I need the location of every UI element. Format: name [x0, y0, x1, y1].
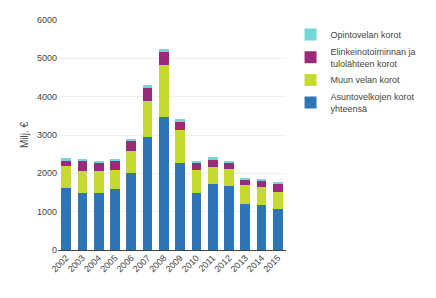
svg-text:2014: 2014 — [245, 253, 266, 274]
svg-text:2004: 2004 — [82, 253, 103, 274]
svg-text:2011: 2011 — [197, 253, 218, 274]
svg-text:6000: 6000 — [37, 15, 57, 25]
svg-text:2009: 2009 — [164, 253, 185, 274]
svg-text:2012: 2012 — [212, 253, 233, 274]
svg-text:4000: 4000 — [37, 92, 57, 102]
svg-text:2010: 2010 — [180, 253, 201, 274]
svg-text:2007: 2007 — [131, 253, 152, 274]
svg-text:2000: 2000 — [37, 168, 57, 178]
svg-text:Muun velan korot: Muun velan korot — [331, 75, 401, 85]
svg-text:2006: 2006 — [115, 253, 136, 274]
svg-text:2003: 2003 — [66, 253, 87, 274]
svg-text:3000: 3000 — [37, 130, 57, 140]
svg-text:1000: 1000 — [37, 207, 57, 217]
svg-text:2015: 2015 — [261, 253, 282, 274]
svg-text:0: 0 — [52, 245, 57, 255]
svg-text:2005: 2005 — [98, 253, 119, 274]
svg-text:Opintovelan korot: Opintovelan korot — [331, 30, 402, 40]
svg-text:5000: 5000 — [37, 53, 57, 63]
svg-text:2008: 2008 — [147, 253, 168, 274]
svg-text:2013: 2013 — [229, 253, 250, 274]
svg-text:Asuntovelkojen korotyhteensä: Asuntovelkojen korotyhteensä — [331, 92, 415, 114]
svg-text:2002: 2002 — [50, 253, 71, 274]
svg-text:Elinkeinotoiminnan jatulolähte: Elinkeinotoiminnan jatulolähteen korot — [331, 47, 416, 69]
svg-text:Milj. €: Milj. € — [19, 122, 30, 149]
